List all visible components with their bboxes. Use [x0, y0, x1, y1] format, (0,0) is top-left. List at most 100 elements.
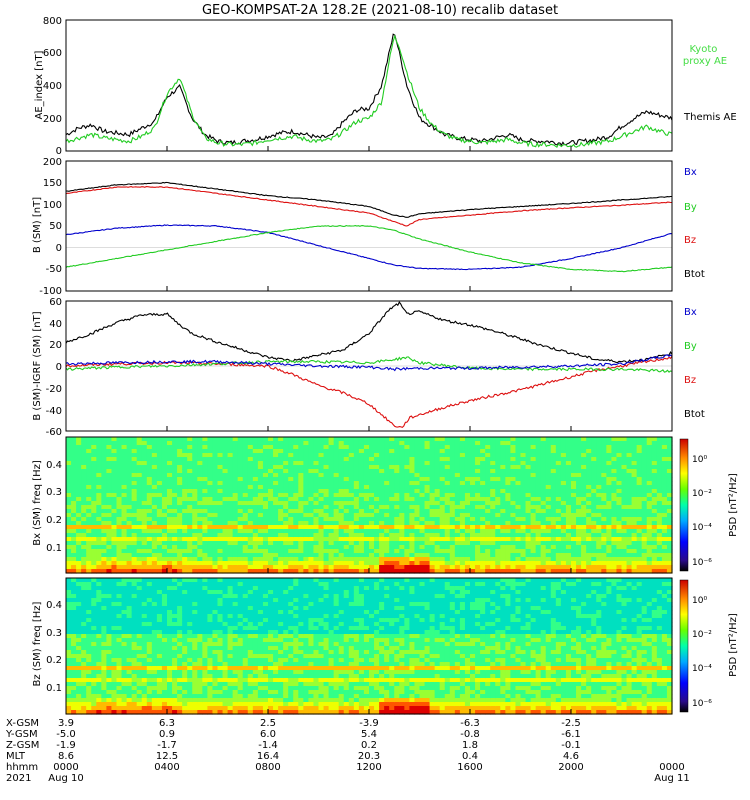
bz-spec-cells-cell	[161, 622, 168, 627]
bx-spec-cells-cell	[187, 505, 193, 510]
bx-spec-cells-cell	[202, 437, 208, 442]
bx-spec-cells-cell	[172, 457, 178, 462]
bx-spec-cells-cell	[146, 469, 153, 474]
bx-spec-cells-cell	[399, 469, 405, 474]
bx-spec-cells-cell	[328, 501, 335, 506]
bz-spec-cells-cell	[106, 622, 113, 627]
bx-spec-cells-cell	[616, 557, 623, 562]
bx-spec-cells-cell	[257, 553, 264, 558]
bx-spec-cells-cell	[86, 521, 92, 526]
bx-spec-cells-cell	[550, 545, 557, 550]
bx-spec-cells-cell	[167, 461, 173, 466]
bx-spec-cells-cell	[212, 501, 219, 506]
bx-spec-cells-cell	[404, 481, 410, 486]
bx-spec-cells-cell	[601, 469, 607, 474]
bx-spec-cells-cell	[126, 437, 133, 442]
bz-spec-cells-cell	[167, 650, 173, 655]
bx-spec-cells-cell	[581, 561, 587, 566]
bx-spec-cells-cell	[247, 473, 254, 478]
bx-spec-cells-cell	[535, 537, 542, 542]
bx-spec-cells-cell	[353, 489, 360, 494]
bx-spec-cells-cell	[480, 545, 486, 550]
bx-spec-cells-cell	[81, 541, 87, 546]
bx-spec-cells-cell	[515, 493, 522, 498]
bx-spec-cells-cell	[242, 485, 249, 490]
bx-spec-cells-cell	[510, 533, 517, 538]
bx-spec-cells-cell	[288, 437, 294, 442]
bx-spec-cells-cell	[177, 453, 183, 458]
bz-spec-ytick: 0.1	[46, 683, 62, 694]
bx-spec-cells-cell	[151, 481, 158, 486]
bz-spec-cells-cell	[81, 710, 87, 715]
bx-spec-cells-cell	[394, 493, 400, 498]
bz-spec-cells-cell	[131, 630, 138, 635]
bx-spec-cells-cell	[308, 569, 315, 574]
bx-spec-cells-cell	[540, 513, 547, 518]
bz-spec-cells-cell	[96, 662, 102, 667]
bx-spec-cells-cell	[167, 477, 173, 482]
bx-spec-cells-cell	[631, 469, 638, 474]
bx-spec-cells-cell	[399, 489, 405, 494]
bx-spec-cells-cell	[131, 517, 138, 522]
bx-spec-cells-cell	[156, 473, 163, 478]
bx-spec-cells-cell	[232, 501, 239, 506]
bx-spec-cells-cell	[636, 461, 643, 466]
bx-spec-cells-cell	[470, 501, 476, 506]
bx-spec-cells-cell	[177, 441, 183, 446]
bz-spec-cells-cell	[86, 662, 92, 667]
bx-spec-cells-cell	[389, 497, 395, 502]
bx-spec-cells-cell	[252, 521, 259, 526]
bx-spec-cells-cell	[303, 469, 309, 474]
bx-spec-cells-cell	[601, 549, 607, 554]
bx-spec-cells-cell	[490, 529, 496, 534]
bx-spec-cells-cell	[399, 541, 405, 546]
bx-spec-cells-cell	[217, 565, 224, 570]
bz-spec-cells-cell	[121, 606, 128, 611]
bz-spec-cells-cell	[66, 626, 72, 631]
bx-spec-cells-cell	[621, 481, 628, 486]
bz-spec-cells-cell	[182, 618, 188, 623]
bx-spec-cells-cell	[571, 497, 577, 502]
bx-spec-cells-cell	[530, 541, 537, 546]
bx-spec-cells-cell	[379, 565, 385, 570]
bx-spec-cells-cell	[328, 529, 335, 534]
bx-spec-cells-cell	[116, 541, 123, 546]
bx-spec-cells-cell	[212, 537, 219, 542]
bx-spec-cells-cell	[212, 485, 219, 490]
bx-spec-cells-cell	[576, 481, 582, 486]
bx-spec-cells-cell	[182, 445, 188, 450]
bx-spec-cells-cell	[470, 569, 476, 574]
bz-spec-cells-cell	[156, 634, 163, 639]
bx-spec-cells-cell	[439, 489, 446, 494]
bx-spec-cells-cell	[268, 525, 274, 530]
bx-spec-cells-cell	[71, 473, 77, 478]
bx-spec-cells-cell	[404, 485, 410, 490]
bx-spec-cells-cell	[333, 569, 340, 574]
bx-spec-cells-cell	[500, 545, 506, 550]
bx-spec-cells-cell	[454, 441, 461, 446]
bx-spec-cells-cell	[313, 541, 320, 546]
bx-spec-cells-cell	[581, 529, 587, 534]
bx-spec-cells-cell	[288, 533, 294, 538]
bx-spec-cells-cell	[369, 481, 375, 486]
bx-spec-cells-cell	[540, 473, 547, 478]
bz-spec-cells-cell	[121, 586, 128, 591]
bx-spec-cells-cell	[651, 457, 658, 462]
bx-spec-cells-cell	[182, 485, 188, 490]
bz-spec-cells-cell	[66, 670, 72, 675]
bx-spec-cells-cell	[475, 505, 481, 510]
bz-spec-cells-cell	[66, 690, 72, 695]
bx-spec-cells-cell	[177, 557, 183, 562]
bx-spec-cells-cell	[470, 493, 476, 498]
bx-spec-cells-cell	[167, 469, 173, 474]
bx-spec-cells-cell	[237, 481, 244, 486]
bx-spec-cells-cell	[631, 541, 638, 546]
bx-spec-cells-cell	[480, 549, 486, 554]
bx-spec-cells-cell	[409, 505, 416, 510]
bx-spec-cells-cell	[202, 513, 208, 518]
bx-spec-cells-cell	[121, 445, 128, 450]
bx-spec-cells-cell	[530, 453, 537, 458]
bx-spec-cells-cell	[500, 497, 506, 502]
bx-spec-cells-cell	[348, 437, 355, 442]
bx-spec-cells-cell	[510, 529, 517, 534]
